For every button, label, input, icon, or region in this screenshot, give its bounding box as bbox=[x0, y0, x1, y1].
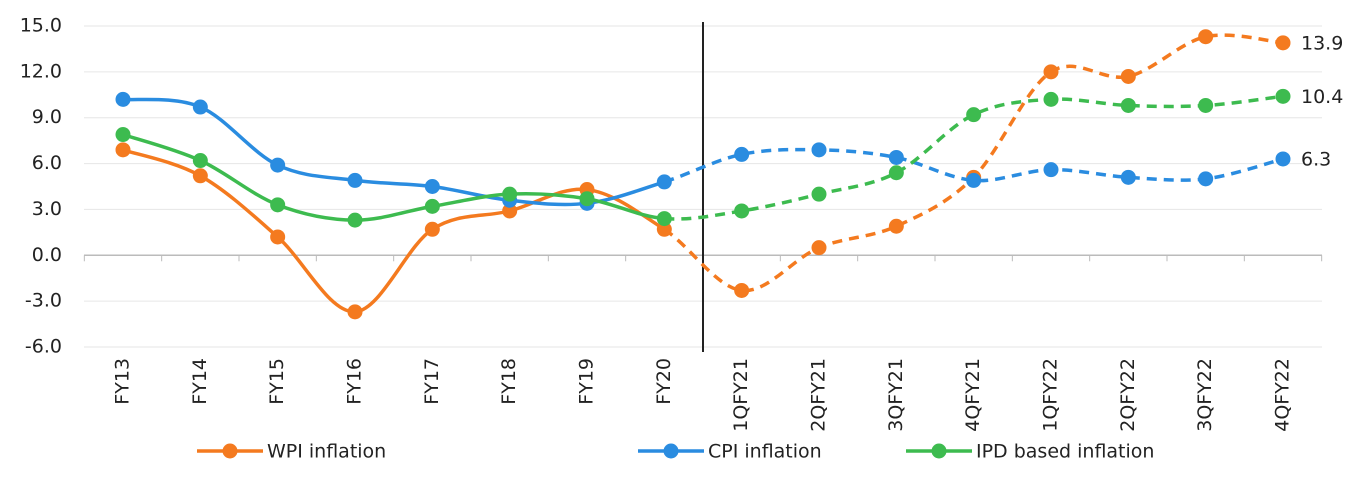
data-point bbox=[1043, 91, 1059, 107]
x-tick-label: FY17 bbox=[421, 358, 443, 405]
data-point bbox=[270, 157, 286, 173]
data-point bbox=[966, 172, 982, 188]
data-point bbox=[115, 127, 131, 143]
data-point bbox=[1275, 88, 1291, 104]
data-point bbox=[347, 212, 363, 228]
x-tick-label: 1QFY22 bbox=[1040, 358, 1062, 432]
data-label: 13.9 bbox=[1301, 32, 1343, 54]
data-point bbox=[1275, 35, 1291, 51]
x-tick-label: 3QFY21 bbox=[885, 358, 907, 432]
data-point bbox=[1120, 68, 1136, 84]
data-point bbox=[656, 174, 672, 190]
series-line bbox=[122, 97, 665, 207]
x-tick-label: FY16 bbox=[344, 358, 366, 405]
y-tick-label: 9.0 bbox=[32, 106, 62, 128]
data-point bbox=[192, 99, 208, 115]
x-tick-label: FY19 bbox=[576, 358, 598, 405]
data-point bbox=[888, 149, 904, 165]
data-point bbox=[347, 172, 363, 188]
data-point bbox=[734, 146, 750, 162]
data-point bbox=[270, 197, 286, 213]
data-label: 10.4 bbox=[1301, 86, 1343, 108]
data-point bbox=[888, 165, 904, 181]
x-tick-label: FY13 bbox=[112, 358, 134, 405]
data-point bbox=[192, 153, 208, 169]
data-point bbox=[424, 198, 440, 214]
data-point bbox=[1275, 151, 1291, 167]
data-point bbox=[811, 142, 827, 158]
x-tick-label: FY14 bbox=[189, 358, 211, 405]
data-point bbox=[656, 211, 672, 227]
y-tick-label: 0.0 bbox=[32, 244, 62, 266]
legend-label: WPI inflation bbox=[267, 441, 386, 463]
x-tick-label: FY18 bbox=[498, 358, 520, 405]
legend-marker bbox=[222, 443, 238, 459]
y-tick-label: -3.0 bbox=[25, 290, 62, 312]
data-point bbox=[1198, 97, 1214, 113]
data-label: 6.3 bbox=[1301, 148, 1331, 170]
x-tick-label: 3QFY22 bbox=[1194, 358, 1216, 432]
legend-label: CPI inflation bbox=[708, 441, 822, 463]
legend-label: IPD based inflation bbox=[976, 441, 1154, 463]
y-tick-label: 3.0 bbox=[32, 198, 62, 220]
data-point bbox=[270, 229, 286, 245]
x-tick-label: 4QFY21 bbox=[962, 358, 984, 432]
data-point bbox=[502, 203, 518, 219]
series-line bbox=[122, 148, 666, 314]
x-tick-label: 4QFY22 bbox=[1272, 358, 1294, 432]
data-point bbox=[1120, 97, 1136, 113]
data-point bbox=[966, 107, 982, 123]
data-point bbox=[1120, 169, 1136, 185]
series-line bbox=[664, 94, 1284, 221]
data-point bbox=[115, 91, 131, 107]
data-point bbox=[192, 168, 208, 184]
x-tick-label: 1QFY21 bbox=[730, 358, 752, 432]
data-point bbox=[115, 142, 131, 158]
x-tick-label: FY20 bbox=[653, 358, 675, 405]
data-point bbox=[888, 218, 904, 234]
x-tick-label: FY15 bbox=[266, 358, 288, 405]
data-point bbox=[347, 304, 363, 320]
data-point bbox=[734, 203, 750, 219]
data-point bbox=[1043, 64, 1059, 80]
x-tick-label: 2QFY22 bbox=[1117, 358, 1139, 432]
data-point bbox=[1043, 162, 1059, 178]
data-point bbox=[811, 186, 827, 202]
data-point bbox=[734, 282, 750, 298]
data-point bbox=[656, 221, 672, 237]
data-point bbox=[811, 240, 827, 256]
data-point bbox=[424, 179, 440, 194]
y-tick-label: -6.0 bbox=[25, 336, 62, 358]
legend-marker bbox=[931, 443, 947, 459]
data-point bbox=[424, 221, 440, 237]
y-tick-label: 15.0 bbox=[20, 15, 62, 37]
x-tick-label: 2QFY21 bbox=[808, 358, 830, 432]
legend-marker bbox=[663, 443, 679, 459]
y-tick-label: 12.0 bbox=[20, 60, 62, 82]
data-point bbox=[502, 186, 518, 202]
series-line bbox=[663, 33, 1284, 293]
data-point bbox=[1198, 29, 1214, 45]
data-point bbox=[1198, 171, 1214, 187]
y-tick-label: 6.0 bbox=[32, 152, 62, 174]
data-point bbox=[579, 191, 595, 207]
